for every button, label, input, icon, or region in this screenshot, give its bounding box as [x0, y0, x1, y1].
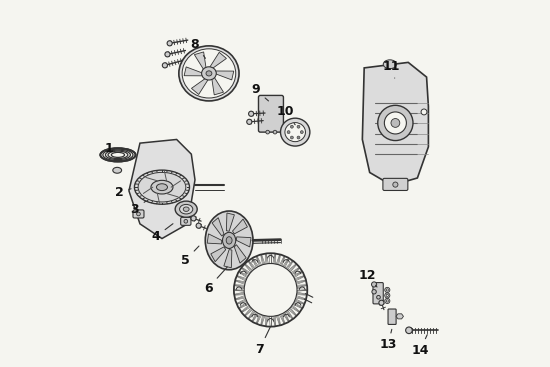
- Circle shape: [372, 290, 376, 294]
- Polygon shape: [214, 71, 234, 80]
- Text: 11: 11: [383, 59, 400, 78]
- Polygon shape: [236, 237, 251, 247]
- Ellipse shape: [378, 105, 413, 141]
- Circle shape: [167, 41, 172, 46]
- Circle shape: [136, 212, 140, 216]
- Text: 9: 9: [251, 83, 268, 101]
- FancyBboxPatch shape: [388, 309, 396, 324]
- Text: 6: 6: [204, 267, 227, 295]
- Polygon shape: [207, 234, 222, 244]
- Ellipse shape: [206, 71, 212, 76]
- Text: 8: 8: [191, 37, 206, 58]
- Circle shape: [377, 295, 381, 299]
- Text: 14: 14: [411, 335, 428, 357]
- FancyBboxPatch shape: [383, 178, 408, 190]
- Ellipse shape: [280, 118, 310, 146]
- FancyBboxPatch shape: [181, 217, 191, 225]
- Circle shape: [385, 287, 390, 292]
- Circle shape: [379, 300, 384, 305]
- Circle shape: [421, 109, 427, 115]
- Ellipse shape: [113, 167, 122, 173]
- Ellipse shape: [103, 149, 133, 161]
- Text: 1: 1: [104, 142, 119, 159]
- Polygon shape: [211, 247, 226, 262]
- Text: 13: 13: [379, 329, 397, 352]
- Text: 2: 2: [114, 186, 131, 199]
- Text: 7: 7: [255, 327, 270, 356]
- Polygon shape: [234, 245, 246, 263]
- Ellipse shape: [205, 211, 253, 270]
- Ellipse shape: [384, 112, 406, 134]
- Circle shape: [273, 130, 277, 134]
- Circle shape: [162, 63, 167, 68]
- Ellipse shape: [383, 60, 397, 69]
- Circle shape: [249, 111, 254, 116]
- Ellipse shape: [151, 180, 173, 194]
- Circle shape: [266, 130, 270, 134]
- Circle shape: [393, 182, 398, 187]
- Ellipse shape: [226, 237, 232, 244]
- Circle shape: [371, 282, 377, 287]
- FancyBboxPatch shape: [373, 283, 383, 304]
- Polygon shape: [396, 314, 404, 319]
- Polygon shape: [224, 250, 232, 268]
- Ellipse shape: [106, 150, 130, 160]
- Ellipse shape: [100, 148, 135, 161]
- Circle shape: [184, 219, 188, 223]
- Polygon shape: [362, 62, 428, 185]
- Circle shape: [386, 300, 388, 302]
- Circle shape: [297, 125, 300, 128]
- Circle shape: [385, 293, 390, 298]
- Text: 5: 5: [181, 246, 199, 267]
- Polygon shape: [191, 78, 208, 94]
- Text: 3: 3: [130, 201, 146, 216]
- Polygon shape: [184, 67, 204, 76]
- Ellipse shape: [182, 49, 236, 98]
- Polygon shape: [212, 218, 224, 236]
- Ellipse shape: [391, 119, 400, 127]
- Circle shape: [385, 298, 390, 304]
- Ellipse shape: [202, 67, 216, 80]
- Ellipse shape: [244, 264, 297, 316]
- Text: 10: 10: [277, 105, 295, 125]
- Text: 4: 4: [151, 224, 173, 243]
- Ellipse shape: [223, 232, 236, 248]
- Circle shape: [247, 119, 252, 124]
- Circle shape: [300, 131, 303, 134]
- Circle shape: [406, 327, 412, 334]
- Polygon shape: [194, 52, 206, 70]
- Ellipse shape: [108, 151, 128, 159]
- Ellipse shape: [156, 184, 167, 190]
- Ellipse shape: [180, 204, 193, 214]
- Polygon shape: [233, 219, 248, 234]
- Circle shape: [386, 294, 388, 297]
- FancyBboxPatch shape: [133, 210, 144, 218]
- Circle shape: [297, 136, 300, 139]
- Circle shape: [165, 52, 170, 57]
- Ellipse shape: [285, 123, 305, 142]
- Polygon shape: [212, 77, 223, 95]
- Polygon shape: [129, 139, 195, 239]
- Circle shape: [191, 216, 196, 221]
- Circle shape: [196, 223, 201, 228]
- Circle shape: [290, 125, 293, 128]
- Circle shape: [386, 289, 388, 291]
- FancyBboxPatch shape: [258, 95, 283, 132]
- Text: 12: 12: [359, 269, 377, 287]
- Circle shape: [287, 131, 290, 134]
- Circle shape: [290, 136, 293, 139]
- Ellipse shape: [183, 207, 189, 211]
- Ellipse shape: [111, 152, 124, 157]
- Ellipse shape: [138, 172, 186, 202]
- Polygon shape: [227, 213, 234, 231]
- Polygon shape: [210, 52, 227, 69]
- Circle shape: [408, 328, 412, 333]
- Ellipse shape: [175, 201, 197, 217]
- Ellipse shape: [179, 46, 239, 101]
